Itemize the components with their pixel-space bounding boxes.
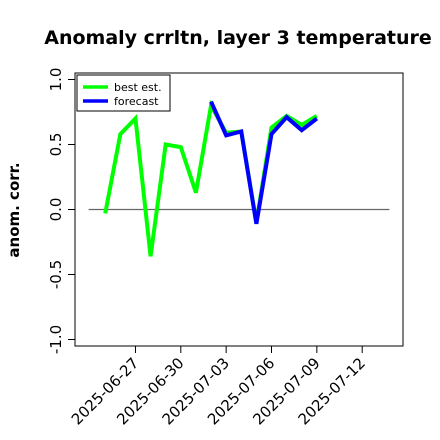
y-axis-label: anom. corr. bbox=[5, 162, 23, 257]
chart-title: Anomaly crrltn, layer 3 temperature bbox=[44, 27, 432, 49]
legend-label-best-est: best est. bbox=[114, 81, 162, 94]
y-tick-label: 0.0 bbox=[47, 198, 65, 222]
series-line-forecast bbox=[209, 100, 319, 225]
y-tick-label: 1.0 bbox=[47, 68, 65, 92]
legend: best est. forecast bbox=[76, 74, 171, 112]
y-tick-label: 0.5 bbox=[47, 133, 65, 157]
legend-label-forecast: forecast bbox=[114, 95, 159, 108]
legend-box bbox=[76, 74, 171, 112]
y-tick-label: -1.0 bbox=[47, 325, 65, 354]
series-line-best-est bbox=[103, 99, 318, 257]
y-tick-label: -0.5 bbox=[47, 260, 65, 289]
